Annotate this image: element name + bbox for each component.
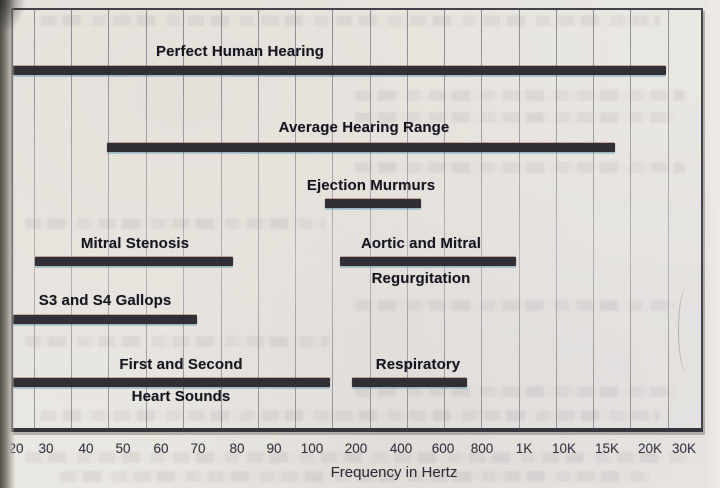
page-gutter-shadow <box>0 0 15 488</box>
bleedthrough-artifact <box>25 218 325 229</box>
bar-label-ejection-murmurs: Ejection Murmurs <box>306 177 436 194</box>
bleedthrough-artifact <box>25 336 330 347</box>
bleedthrough-artifact <box>40 410 660 421</box>
gridline-80 <box>258 10 259 429</box>
bleedthrough-artifact <box>355 386 675 397</box>
tick-label-30: 30 <box>38 441 54 456</box>
bar-label-perfect-human-hearing: Perfect Human Hearing <box>156 43 324 60</box>
bleedthrough-artifact <box>60 471 650 482</box>
gridline-50 <box>146 10 147 429</box>
tick-label-50: 50 <box>115 441 131 456</box>
bleedthrough-artifact <box>25 452 690 463</box>
bleedthrough-artifact <box>40 15 660 26</box>
x-axis-title: Frequency in Hertz <box>330 464 458 481</box>
gridline-40 <box>108 10 109 429</box>
tick-label-1K: 1K <box>515 441 533 456</box>
gridline-10K <box>556 10 557 429</box>
gridline-30 <box>71 10 72 429</box>
bleedthrough-artifact <box>355 90 685 101</box>
bar-label-mitral-stenosis: Mitral Stenosis <box>80 235 190 252</box>
tick-label-40: 40 <box>78 441 94 456</box>
bar-label-first-second-heart-sounds: First and Second <box>119 356 243 373</box>
tick-label-60: 60 <box>153 441 169 456</box>
tick-label-400: 400 <box>389 441 413 456</box>
gridline-1K <box>519 10 520 429</box>
bleedthrough-artifact <box>355 162 685 173</box>
gridline-20 <box>34 10 35 429</box>
gridline-30K <box>668 10 669 429</box>
gridline-100 <box>332 10 333 429</box>
bar-perfect-human-hearing <box>13 66 666 75</box>
tick-label-90: 90 <box>266 441 282 456</box>
bleedthrough-artifact <box>355 112 675 123</box>
bar-s3-s4-gallops <box>13 315 197 324</box>
tick-label-10K: 10K <box>551 441 577 456</box>
gridline-200 <box>370 10 371 429</box>
page-curl-artifact <box>678 288 695 372</box>
bar-aortic-mitral-regurgitation <box>340 257 516 266</box>
gridline-600 <box>444 10 445 429</box>
tick-label-70: 70 <box>190 441 206 456</box>
gridline-90 <box>295 10 296 429</box>
bar-mitral-stenosis <box>35 257 233 266</box>
tick-label-800: 800 <box>470 441 494 456</box>
bar-average-hearing-range <box>107 143 615 152</box>
bar-label2-aortic-mitral-regurgitation: Regurgitation <box>371 270 471 287</box>
tick-label-30K: 30K <box>671 441 697 456</box>
bleedthrough-artifact <box>355 300 675 311</box>
gridline-20K <box>630 10 631 429</box>
bar-ejection-murmurs <box>325 199 421 208</box>
bar-label-respiratory: Respiratory <box>375 356 461 373</box>
gridline-60 <box>183 10 184 429</box>
tick-label-100: 100 <box>300 441 324 456</box>
tick-label-80: 80 <box>229 441 245 456</box>
bar-respiratory <box>352 378 467 387</box>
gridline-70 <box>221 10 222 429</box>
gridline-800 <box>481 10 482 429</box>
gridline-400 <box>407 10 408 429</box>
gridline-15K <box>593 10 594 429</box>
page-corner-shadow <box>0 0 26 34</box>
tick-label-200: 200 <box>344 441 368 456</box>
bar-label2-first-second-heart-sounds: Heart Sounds <box>131 388 231 405</box>
bar-label-average-hearing-range: Average Hearing Range <box>278 119 450 136</box>
bar-label-aortic-mitral-regurgitation: Aortic and Mitral <box>360 235 482 252</box>
bar-first-second-heart-sounds <box>13 378 330 387</box>
tick-label-600: 600 <box>431 441 455 456</box>
tick-label-20K: 20K <box>637 441 663 456</box>
bar-label-s3-s4-gallops: S3 and S4 Gallops <box>38 292 172 309</box>
tick-label-15K: 15K <box>594 441 620 456</box>
page-right-margin <box>705 0 720 488</box>
